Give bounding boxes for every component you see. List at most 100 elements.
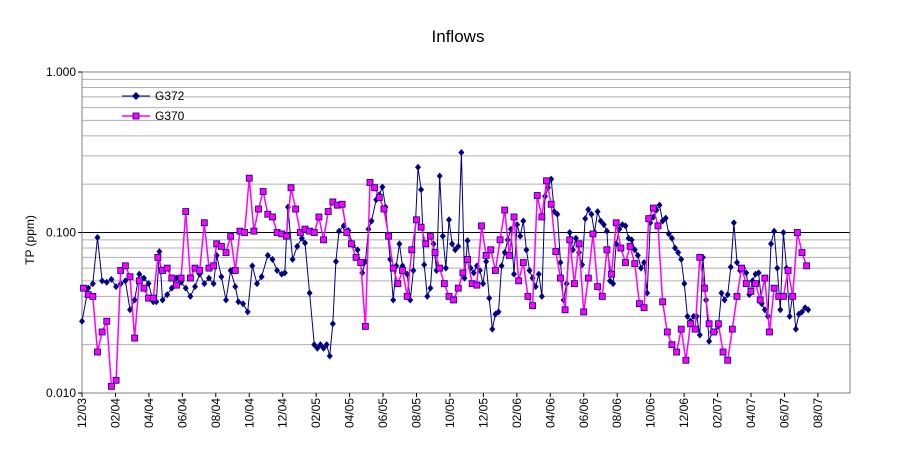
data-point-g370 xyxy=(287,184,295,192)
data-point-g372 xyxy=(774,264,781,272)
data-point-g370 xyxy=(464,255,471,263)
data-point-g372 xyxy=(232,283,239,291)
x-tick-label: 12/06 xyxy=(677,398,691,428)
y-tick-label: 0.100 xyxy=(46,226,76,240)
data-point-g370 xyxy=(108,382,115,390)
data-point-g370 xyxy=(622,259,629,266)
data-point-g370 xyxy=(168,274,176,282)
legend-label-g372: G372 xyxy=(155,89,185,103)
data-point-g370 xyxy=(789,292,797,300)
data-point-g372 xyxy=(164,291,171,299)
data-point-g372 xyxy=(418,186,425,194)
data-point-g370 xyxy=(196,267,204,274)
data-point-g370 xyxy=(631,260,639,268)
data-point-g372 xyxy=(427,284,434,292)
x-tick-label: 06/05 xyxy=(376,398,390,428)
data-point-g372 xyxy=(557,259,564,267)
x-tick-label: 08/04 xyxy=(209,398,223,428)
data-point-g370 xyxy=(649,204,657,212)
data-point-g370 xyxy=(603,246,611,254)
data-point-g370 xyxy=(798,249,806,256)
data-point-g370 xyxy=(445,292,453,300)
data-point-g370 xyxy=(366,179,374,186)
legend-label-g370: G370 xyxy=(155,109,185,123)
data-point-g370 xyxy=(714,320,722,328)
data-point-g372 xyxy=(486,294,493,302)
data-point-g372 xyxy=(675,249,682,257)
minor-gridlines xyxy=(82,78,850,346)
y-tick-label: 1.000 xyxy=(46,65,76,79)
data-point-g370 xyxy=(770,284,778,292)
data-point-g372 xyxy=(368,217,375,225)
data-point-g372 xyxy=(223,296,229,304)
data-point-g370 xyxy=(663,328,671,336)
x-tick-label: 06/07 xyxy=(777,398,791,428)
data-point-g372 xyxy=(205,274,212,282)
data-point-g372 xyxy=(192,283,199,291)
data-point-g370 xyxy=(677,325,685,333)
data-point-g372 xyxy=(554,210,561,218)
data-point-g372 xyxy=(520,217,527,225)
data-point-g372 xyxy=(523,246,530,254)
x-tick-label: 10/04 xyxy=(242,398,256,428)
x-tick-label: 02/04 xyxy=(108,398,122,428)
data-point-g370 xyxy=(519,259,527,266)
data-point-g370 xyxy=(705,320,713,328)
data-point-g370 xyxy=(598,292,606,300)
x-tick-label: 02/05 xyxy=(309,398,323,428)
data-point-g370 xyxy=(793,229,801,236)
x-tick-label: 08/06 xyxy=(610,398,624,428)
data-point-g370 xyxy=(756,296,764,304)
data-point-g372 xyxy=(684,312,691,320)
data-point-g372 xyxy=(306,289,313,297)
data-point-g370 xyxy=(89,292,97,300)
data-point-g370 xyxy=(584,274,592,282)
data-point-g370 xyxy=(320,236,327,244)
data-point-g372 xyxy=(159,296,166,304)
data-point-g370 xyxy=(761,274,769,282)
data-point-g372 xyxy=(244,308,251,316)
data-point-g372 xyxy=(127,306,133,314)
data-point-g370 xyxy=(524,292,532,300)
data-point-g372 xyxy=(483,257,490,265)
data-point-g372 xyxy=(786,312,793,320)
data-point-g370 xyxy=(210,262,218,270)
data-point-g372 xyxy=(538,292,545,300)
data-point-g370 xyxy=(538,213,546,221)
data-point-g372 xyxy=(274,266,281,274)
x-tick-label: 06/04 xyxy=(175,398,189,428)
data-point-g372 xyxy=(480,280,487,288)
data-point-g372 xyxy=(458,149,465,157)
data-point-g372 xyxy=(103,278,110,286)
data-point-g372 xyxy=(442,264,449,272)
data-point-g370 xyxy=(149,294,157,302)
data-point-g372 xyxy=(187,292,194,300)
data-point-g370 xyxy=(738,264,746,272)
data-point-g372 xyxy=(439,232,446,240)
data-point-g370 xyxy=(473,281,481,289)
data-point-g372 xyxy=(566,229,573,236)
data-point-g370 xyxy=(575,240,583,248)
data-point-g370 xyxy=(501,206,509,214)
data-point-g370 xyxy=(255,205,262,213)
data-point-g370 xyxy=(636,300,643,308)
data-point-g372 xyxy=(706,337,713,345)
data-point-g372 xyxy=(597,217,604,225)
data-point-g372 xyxy=(354,246,361,254)
data-point-g372 xyxy=(780,229,787,236)
data-point-g372 xyxy=(94,234,101,242)
data-point-g370 xyxy=(566,236,574,244)
data-point-g370 xyxy=(552,248,560,256)
data-point-g372 xyxy=(415,163,421,171)
data-point-g370 xyxy=(413,216,420,224)
x-tick-label: 12/03 xyxy=(75,398,89,428)
data-point-g372 xyxy=(269,255,276,263)
data-point-g370 xyxy=(361,322,369,330)
legend-marker-g370 xyxy=(132,112,140,120)
data-point-g370 xyxy=(710,328,718,336)
data-point-g372 xyxy=(730,219,737,227)
data-point-g372 xyxy=(489,325,496,333)
data-point-g370 xyxy=(126,273,134,281)
data-point-g370 xyxy=(682,356,690,364)
